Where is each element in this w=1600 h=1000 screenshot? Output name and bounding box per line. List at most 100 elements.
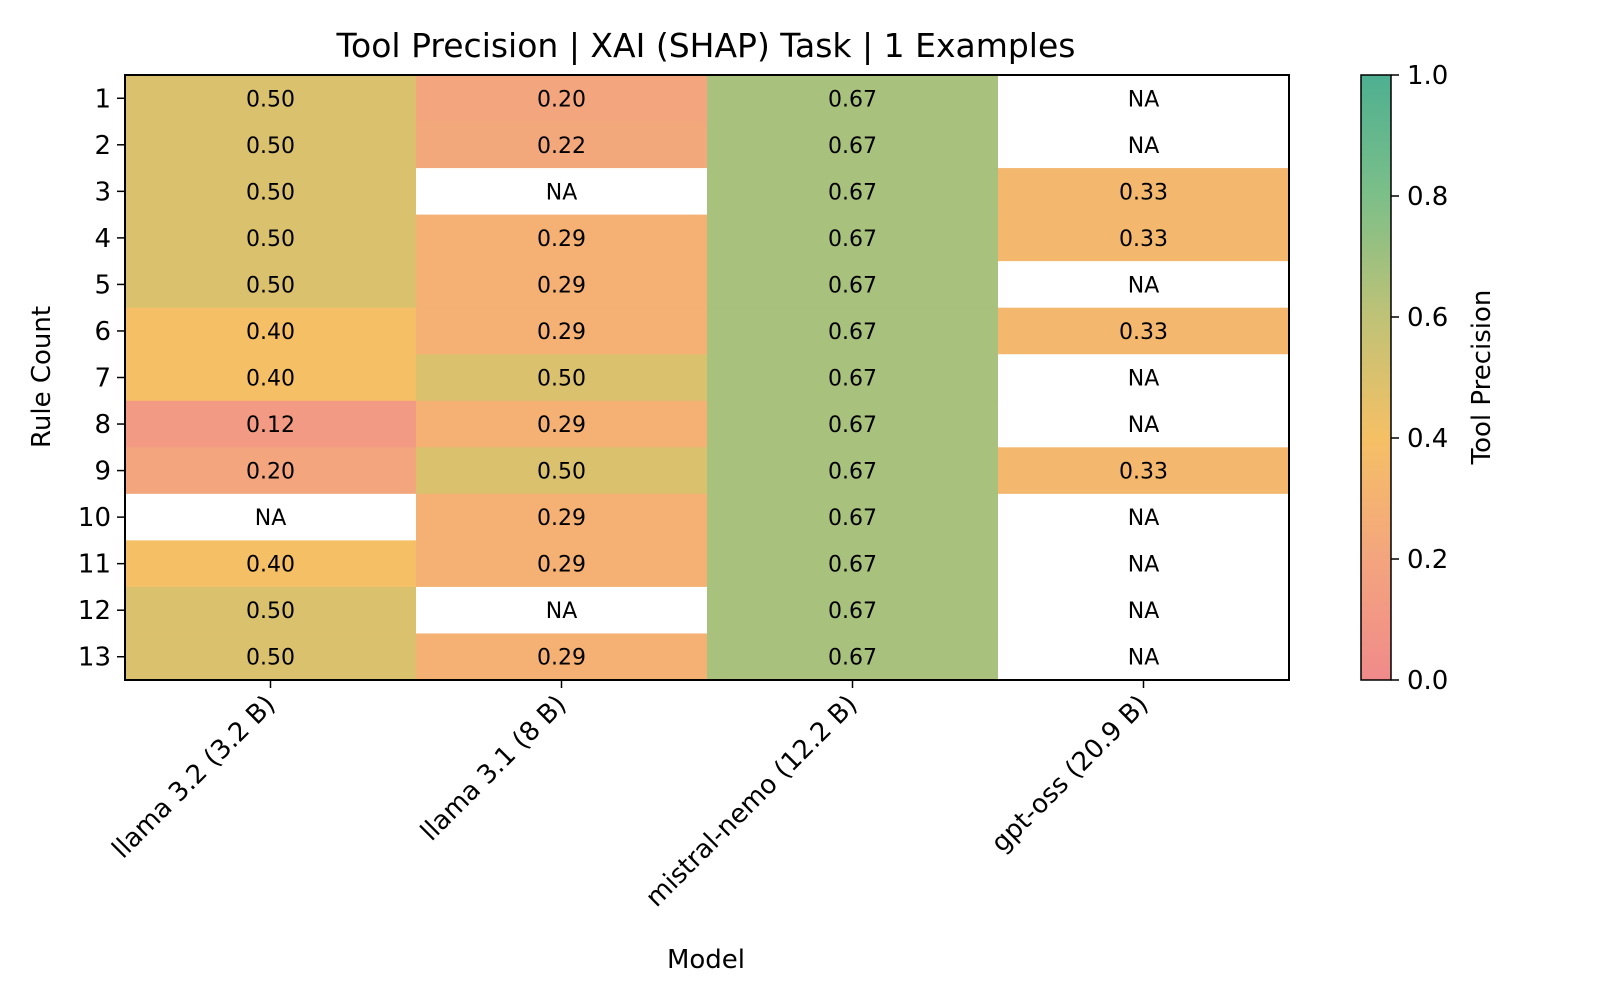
cell-value-label: 0.67 <box>828 553 877 578</box>
heatmap-cell <box>416 168 708 216</box>
x-axis-label: Model <box>667 945 745 975</box>
y-tick-label: 3 <box>94 177 111 207</box>
cell-value-label: 0.67 <box>828 320 877 345</box>
heatmap-cell <box>707 168 999 216</box>
y-tick-label: 4 <box>94 224 111 254</box>
heatmap-cell <box>125 168 417 216</box>
heatmap-cell <box>707 75 999 123</box>
colorbar-tick-label: 0.6 <box>1407 303 1448 333</box>
heatmap-cell <box>707 540 999 588</box>
cell-value-label: NA <box>1128 87 1160 112</box>
cell-value-label: 0.29 <box>537 506 586 531</box>
cell-value-label: 0.67 <box>828 646 877 671</box>
heatmap-cell <box>998 168 1290 216</box>
cell-value-label: 0.40 <box>246 320 295 345</box>
heatmap-cell <box>416 447 708 495</box>
x-axis-ticks: llama 3.2 (3.2 B) llama 3.1 (8 B) mistral-… <box>107 680 1154 913</box>
heatmap-cell <box>998 307 1290 355</box>
cell-value-label: 0.50 <box>246 227 295 252</box>
cell-value-label: 0.22 <box>537 134 586 159</box>
colorbar-ticks: 0.0 0.2 0.4 0.6 0.8 1.0 <box>1391 61 1448 696</box>
heatmap-cell <box>998 447 1290 495</box>
y-tick-label: 1 <box>94 84 111 114</box>
heatmap-cell <box>998 261 1290 309</box>
heatmap-cell <box>125 493 417 541</box>
cell-value-label: NA <box>1128 599 1160 624</box>
heatmap-cell <box>416 540 708 588</box>
heatmap-cell <box>125 307 417 355</box>
heatmap-cell <box>998 75 1290 123</box>
heatmap-cell <box>125 75 417 123</box>
cell-value-label: NA <box>1128 553 1160 578</box>
cell-value-label: 0.67 <box>828 460 877 485</box>
heatmap-cell <box>998 400 1290 448</box>
heatmap-cells: 0.50 0.20 0.67 NA 0.50 0.22 0.67 NA 0.50 NA 0.67 0.… <box>125 75 1290 681</box>
cell-value-label: NA <box>1128 134 1160 159</box>
cell-value-label: NA <box>255 506 287 531</box>
y-tick-label: 11 <box>78 550 111 580</box>
cell-value-label: 0.50 <box>246 134 295 159</box>
colorbar-tick-label: 0.0 <box>1407 666 1448 696</box>
heatmap-cell <box>707 586 999 634</box>
colorbar <box>1360 74 1392 681</box>
heatmap-cell <box>125 400 417 448</box>
heatmap-cell <box>707 400 999 448</box>
heatmap-cell <box>998 586 1290 634</box>
cell-value-label: 0.40 <box>246 367 295 392</box>
heatmap-cell <box>707 307 999 355</box>
cell-value-label: 0.50 <box>537 460 586 485</box>
y-tick-label: 2 <box>94 131 111 161</box>
cell-value-label: 0.50 <box>246 87 295 112</box>
heatmap-cell <box>416 400 708 448</box>
heatmap-cell <box>416 307 708 355</box>
cell-value-label: 0.67 <box>828 506 877 531</box>
y-tick-label: 5 <box>94 270 111 300</box>
heatmap-cell <box>707 354 999 402</box>
heatmap-cell <box>707 633 999 681</box>
cell-value-label: 0.67 <box>828 227 877 252</box>
colorbar-tick-label: 0.2 <box>1407 545 1448 575</box>
cell-value-label: 0.33 <box>1119 320 1168 345</box>
cell-value-label: 0.29 <box>537 553 586 578</box>
cell-value-label: NA <box>1128 273 1160 298</box>
cell-value-label: NA <box>1128 367 1160 392</box>
heatmap-cell <box>707 214 999 262</box>
heatmap-cell <box>707 261 999 309</box>
colorbar-tick-label: 1.0 <box>1407 61 1448 91</box>
chart-title: Tool Precision | XAI (SHAP) Task | 1 Exa… <box>336 26 1076 65</box>
heatmap-cell <box>416 214 708 262</box>
y-tick-label: 9 <box>94 457 111 487</box>
cell-value-label: 0.50 <box>246 180 295 205</box>
cell-value-label: NA <box>546 599 578 624</box>
cell-value-label: NA <box>546 180 578 205</box>
heatmap-cell <box>998 540 1290 588</box>
cell-value-label: 0.29 <box>537 320 586 345</box>
cell-value-label: 0.29 <box>537 273 586 298</box>
colorbar-label: Tool Precision <box>1467 290 1497 466</box>
heatmap-cell <box>416 586 708 634</box>
heatmap-cell <box>125 586 417 634</box>
heatmap-cell <box>998 493 1290 541</box>
heatmap-cell <box>998 214 1290 262</box>
colorbar-tick-label: 0.8 <box>1407 182 1448 212</box>
cell-value-label: 0.50 <box>246 646 295 671</box>
cell-value-label: 0.29 <box>537 646 586 671</box>
heatmap-cell <box>416 261 708 309</box>
cell-value-label: 0.50 <box>246 599 295 624</box>
x-tick-label: llama 3.2 (3.2 B) <box>107 690 282 865</box>
cell-value-label: 0.67 <box>828 367 877 392</box>
y-tick-label: 7 <box>94 364 111 394</box>
cell-value-label: 0.67 <box>828 599 877 624</box>
colorbar-tick-label: 0.4 <box>1407 424 1448 454</box>
heatmap-cell <box>125 633 417 681</box>
cell-value-label: 0.67 <box>828 180 877 205</box>
heatmap-cell <box>707 121 999 169</box>
cell-value-label: 0.50 <box>246 273 295 298</box>
heatmap-cell <box>416 354 708 402</box>
y-tick-label: 6 <box>94 317 111 347</box>
y-tick-label: 8 <box>94 410 111 440</box>
cell-value-label: 0.33 <box>1119 460 1168 485</box>
heatmap-cell <box>998 633 1290 681</box>
